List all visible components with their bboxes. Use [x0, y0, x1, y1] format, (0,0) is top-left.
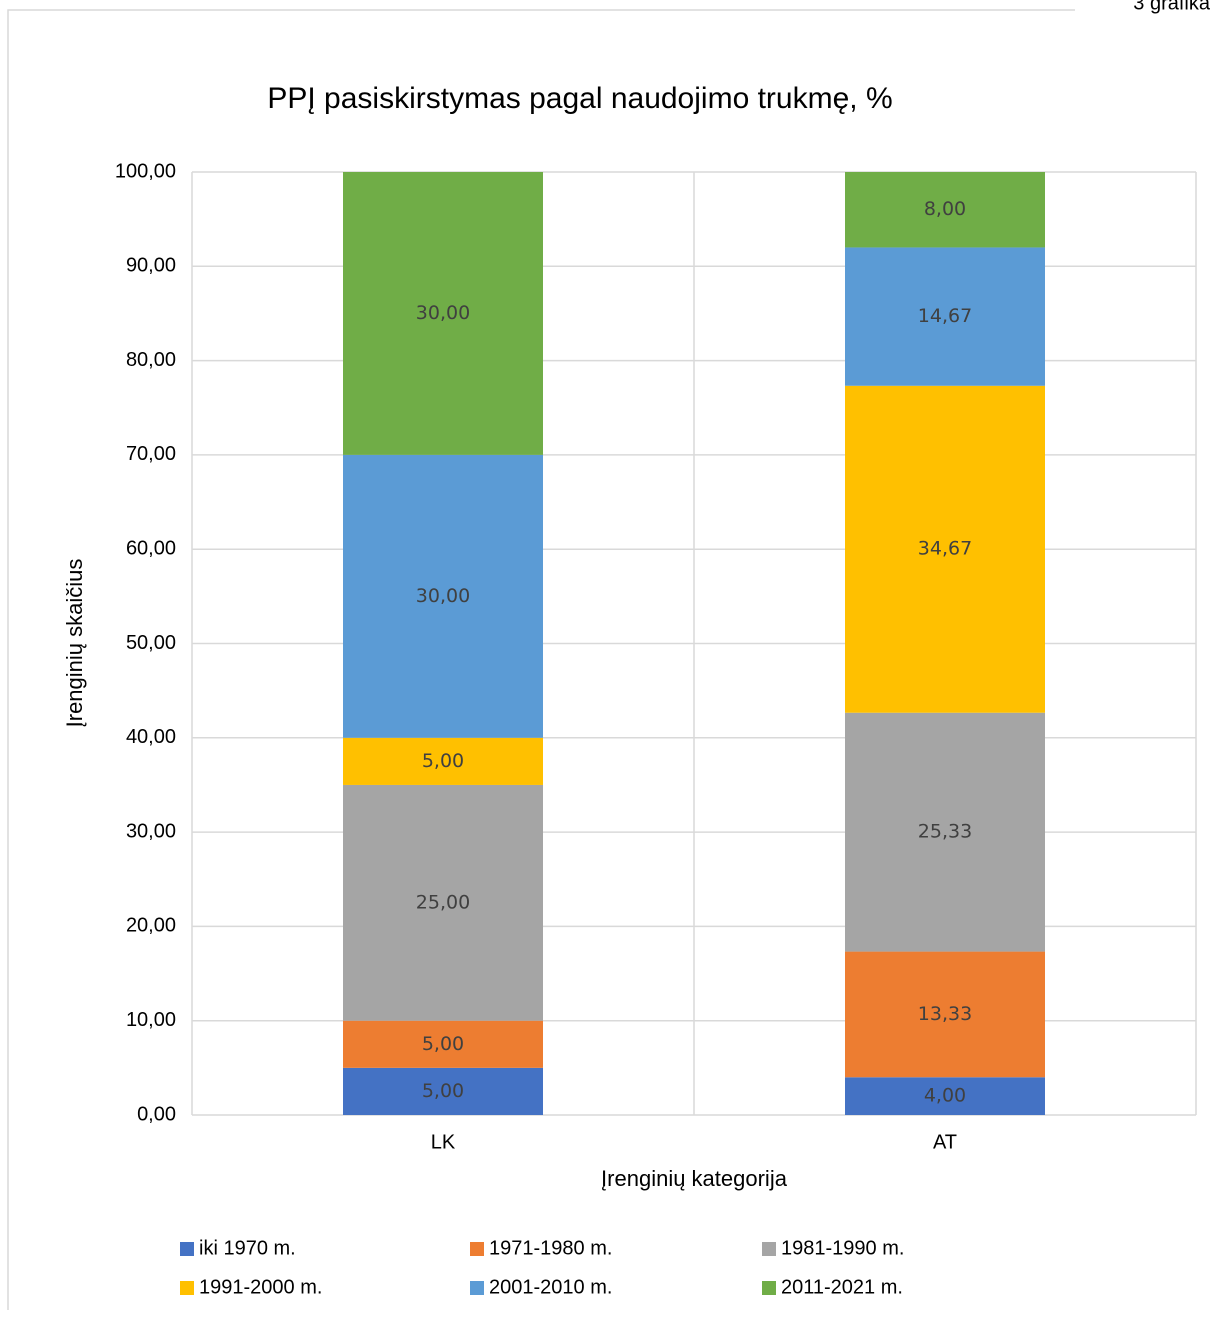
legend-label: iki 1970 m. — [199, 1237, 296, 1259]
y-tick-label: 90,00 — [126, 255, 176, 277]
data-label: 5,00 — [422, 750, 464, 772]
bar-segment — [845, 247, 1045, 386]
corner-label: 3 grafika — [1133, 0, 1211, 14]
legend-swatch — [762, 1242, 776, 1256]
legend-swatch — [470, 1242, 484, 1256]
legend-label: 1971-1980 m. — [489, 1237, 612, 1259]
x-tick-label: LK — [431, 1131, 456, 1153]
legend-swatch — [180, 1281, 194, 1295]
data-label: 14,67 — [918, 305, 972, 327]
y-tick-label: 10,00 — [126, 1009, 176, 1031]
bar-segment — [845, 951, 1045, 1078]
y-tick-label: 0,00 — [137, 1103, 176, 1125]
bar-segment — [343, 784, 543, 1021]
y-tick-label: 80,00 — [126, 349, 176, 371]
bar-segment — [343, 454, 543, 738]
legend-label: 1981-1990 m. — [781, 1237, 904, 1259]
legend-label: 2011-2021 m. — [781, 1276, 903, 1298]
chart-frame — [7, 9, 1075, 1310]
legend-swatch — [762, 1281, 776, 1295]
y-tick-label: 50,00 — [126, 632, 176, 654]
legend-swatch — [180, 1242, 194, 1256]
y-tick-label: 30,00 — [126, 820, 176, 842]
bar-segment — [343, 737, 543, 785]
data-label: 30,00 — [416, 302, 470, 324]
y-tick-label: 70,00 — [126, 443, 176, 465]
y-axis-label: Įrenginių skaičius — [62, 559, 87, 728]
data-label: 25,33 — [918, 821, 972, 843]
data-label: 30,00 — [416, 585, 470, 607]
data-label: 8,00 — [924, 198, 966, 220]
data-label: 13,33 — [918, 1003, 972, 1025]
chart-title: PPĮ pasiskirstymas pagal naudojimo trukm… — [267, 82, 892, 115]
legend-swatch — [470, 1281, 484, 1295]
bar-segment — [845, 712, 1045, 952]
y-tick-label: 20,00 — [126, 915, 176, 937]
y-tick-label: 100,00 — [115, 160, 176, 182]
bar-segment — [845, 172, 1045, 248]
bar-segment — [343, 1067, 543, 1115]
data-label: 5,00 — [422, 1033, 464, 1055]
y-tick-label: 40,00 — [126, 726, 176, 748]
bar-segment — [845, 385, 1045, 713]
y-tick-label: 60,00 — [126, 537, 176, 559]
bar-segment — [343, 1020, 543, 1068]
legend-label: 2001-2010 m. — [489, 1276, 612, 1298]
legend-label: 1991-2000 m. — [199, 1276, 322, 1298]
x-tick-label: AT — [933, 1131, 957, 1153]
data-label: 4,00 — [924, 1085, 966, 1107]
bar-segment — [845, 1077, 1045, 1115]
data-label: 5,00 — [422, 1080, 464, 1102]
x-axis-label: Įrenginių kategorija — [601, 1166, 788, 1191]
data-label: 34,67 — [918, 538, 972, 560]
data-label: 25,00 — [416, 891, 470, 913]
bar-segment — [343, 172, 543, 455]
